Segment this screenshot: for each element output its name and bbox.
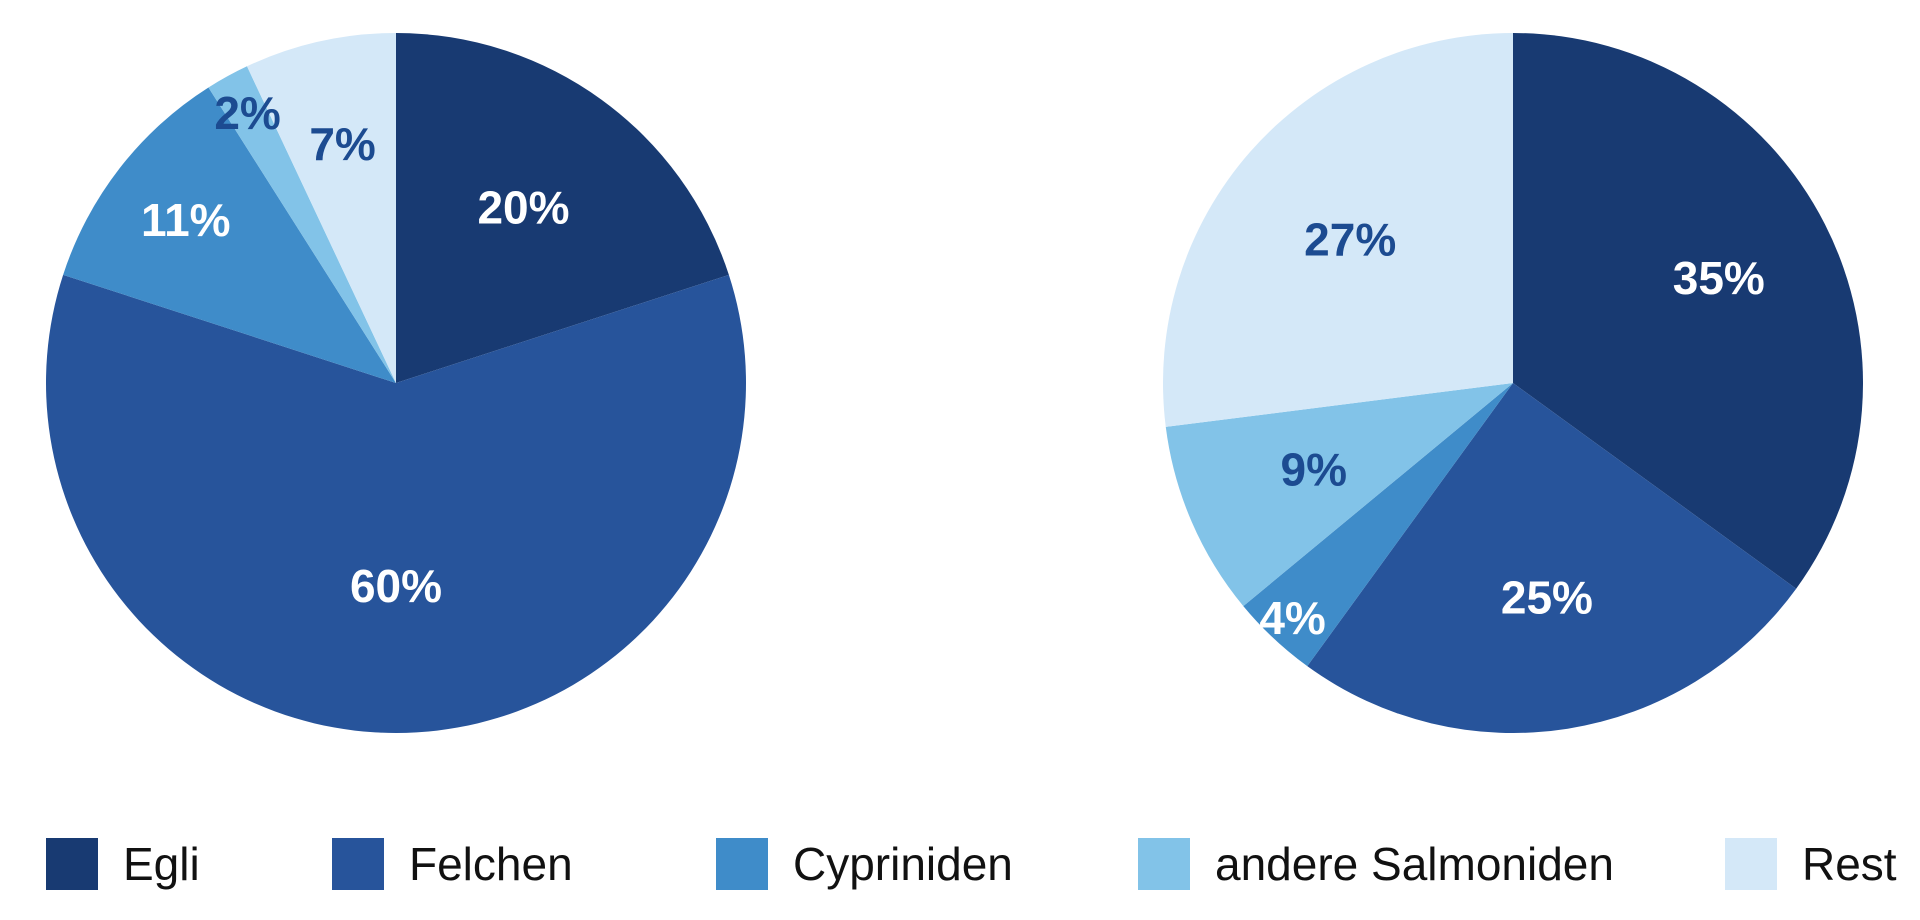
legend-color-chip-egli bbox=[46, 838, 98, 890]
legend-color-chip-cypriniden bbox=[716, 838, 768, 890]
pie-slice-right-rest bbox=[1162, 33, 1513, 427]
legend-label-rest: Rest bbox=[1802, 838, 1897, 890]
pie-slice-left-andere-salmoniden bbox=[208, 66, 396, 383]
pie-chart-left: 20% 60% 11% 2% 7% bbox=[46, 33, 746, 733]
pie-slice-left-egli bbox=[396, 33, 729, 383]
legend-label-egli: Egli bbox=[123, 838, 200, 890]
legend-color-chip-rest bbox=[1725, 838, 1777, 890]
pie-slice-label-left-rest: 7% bbox=[309, 118, 375, 170]
legend-label-andere-salmoniden: andere Salmoniden bbox=[1215, 838, 1614, 890]
legend-item-andere-salmoniden: andere Salmoniden bbox=[1138, 838, 1614, 890]
pie-slice-label-left-cypriniden: 11% bbox=[141, 194, 231, 246]
legend-item-felchen: Felchen bbox=[332, 838, 573, 890]
legend-color-chip-felchen bbox=[332, 838, 384, 890]
pie-slice-right-andere-salmoniden bbox=[1165, 383, 1513, 607]
pie-slice-left-felchen bbox=[46, 274, 746, 733]
pie-slice-label-right-rest: 27% bbox=[1304, 214, 1396, 266]
legend-item-rest: Rest bbox=[1725, 838, 1897, 890]
pie-slice-label-left-egli: 20% bbox=[477, 182, 569, 234]
pie-slice-label-left-felchen: 60% bbox=[350, 560, 442, 612]
pie-svg-right: 35% 25% 4% 9% 27% bbox=[1162, 33, 1864, 734]
pie-slice-right-felchen bbox=[1307, 383, 1797, 734]
legend-item-egli: Egli bbox=[46, 838, 200, 890]
legend-label-felchen: Felchen bbox=[409, 838, 573, 890]
pie-chart-right: 35% 25% 4% 9% 27% bbox=[1162, 33, 1864, 734]
pie-slice-label-right-andere-salmoniden: 9% bbox=[1281, 443, 1347, 495]
pie-slice-label-right-cypriniden: 4% bbox=[1259, 592, 1325, 644]
pie-slice-left-cypriniden bbox=[63, 87, 396, 384]
pie-slice-label-left-andere-salmoniden: 2% bbox=[214, 87, 280, 139]
legend-color-chip-andere-salmoniden bbox=[1138, 838, 1190, 890]
chart-legend: Egli Felchen Cypriniden andere Salmoniden Re… bbox=[0, 820, 1920, 920]
pie-slice-left-rest bbox=[246, 33, 396, 383]
pie-slice-right-egli bbox=[1513, 33, 1864, 589]
pie-slice-right-cypriniden bbox=[1243, 383, 1513, 667]
pie-slice-label-right-felchen: 25% bbox=[1501, 571, 1593, 623]
legend-item-cypriniden: Cypriniden bbox=[716, 838, 1013, 890]
pie-slice-label-right-egli: 35% bbox=[1673, 252, 1765, 304]
pie-svg-left: 20% 60% 11% 2% 7% bbox=[46, 33, 746, 733]
legend-label-cypriniden: Cypriniden bbox=[793, 838, 1013, 890]
